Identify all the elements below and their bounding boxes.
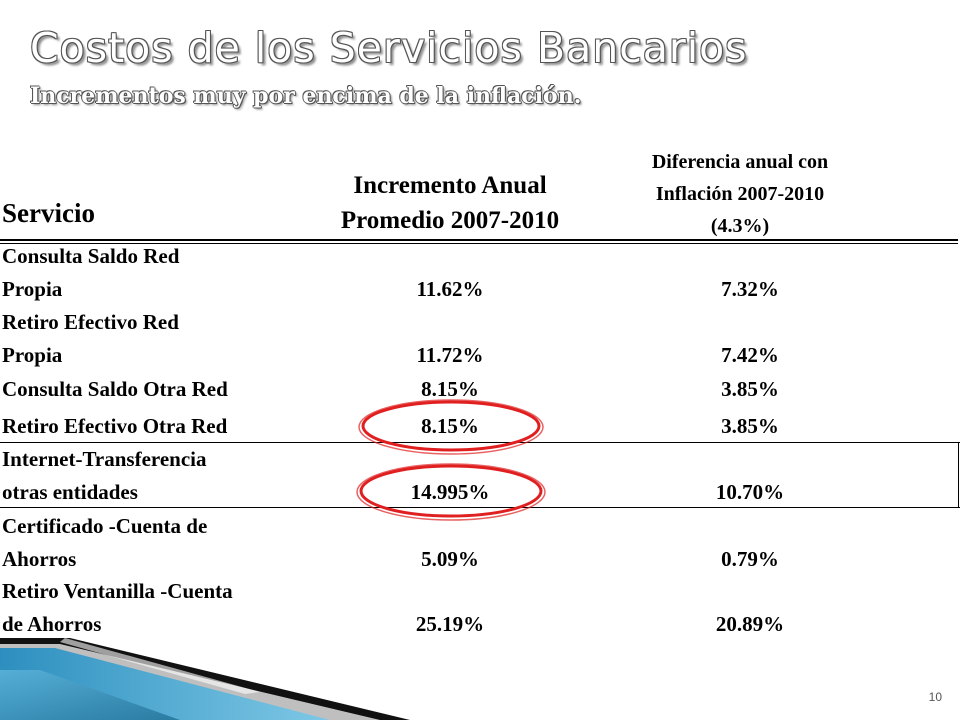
row-service: Certificado -Cuenta de Ahorros — [2, 510, 302, 576]
row-box-right — [958, 442, 959, 508]
row-service-line1: Retiro Efectivo Red — [2, 310, 179, 334]
corner-shape-white — [60, 638, 260, 694]
row-service: Consulta Saldo Otra Red — [2, 373, 302, 406]
row-difference: 3.85% — [721, 377, 779, 401]
header-difference-line3: (4.3%) — [710, 215, 770, 237]
row-difference: 20.89% — [715, 612, 785, 636]
row-service-line1: Consulta Saldo Red — [2, 244, 180, 268]
row-service-line1: Consulta Saldo Otra Red — [2, 377, 228, 401]
slide-title: Costos de los Servicios Bancarios — [30, 24, 748, 72]
row-increment: 8.15% — [421, 377, 479, 401]
row-service: Retiro Ventanilla -Cuenta de Ahorros — [2, 575, 302, 641]
header-divider-second — [0, 243, 958, 244]
row-service-line2: Propia — [2, 343, 63, 367]
row-difference: 0.79% — [721, 547, 779, 571]
row-difference: 10.70% — [715, 480, 785, 504]
corner-decoration — [0, 638, 410, 720]
row-service-line1: Retiro Efectivo Otra Red — [2, 414, 228, 438]
row-service: Retiro Efectivo Red Propia — [2, 306, 302, 372]
header-difference-line1: Diferencia anual con — [651, 151, 829, 173]
row-increment: 14.995% — [410, 480, 490, 504]
row-increment: 11.62% — [416, 277, 484, 301]
corner-shape-blue-light — [0, 670, 180, 720]
row-increment: 5.09% — [421, 547, 479, 571]
row-service: Internet-Transferencia otras entidades — [2, 443, 302, 509]
header-increment: Incremento Anual Promedio 2007-2010 — [300, 168, 600, 238]
row-service-line2: otras entidades — [2, 480, 138, 504]
row-service: Consulta Saldo Red Propia — [2, 240, 302, 306]
row-difference: 7.42% — [721, 343, 779, 367]
header-service: Servicio — [2, 198, 95, 228]
row-increment: 8.15% — [421, 414, 479, 438]
header-difference: Diferencia anual con Inflación 2007-2010… — [600, 146, 880, 242]
page-number: 10 — [928, 690, 942, 704]
row-increment: 25.19% — [415, 612, 485, 636]
row-service-line2: Ahorros — [2, 547, 77, 571]
row-increment: 11.72% — [416, 343, 484, 367]
header-difference-line2: Inflación 2007-2010 — [655, 183, 825, 205]
row-service-line2: de Ahorros — [2, 612, 102, 636]
header-increment-line2: Promedio 2007-2010 — [340, 207, 560, 234]
row-difference: 3.85% — [721, 414, 779, 438]
slide-subtitle: Incrementos muy por encima de la inflaci… — [30, 83, 582, 109]
row-service-line1: Internet-Transferencia — [2, 447, 207, 471]
row-service-line1: Retiro Ventanilla -Cuenta — [2, 579, 233, 603]
header-divider — [0, 239, 958, 241]
row-service-line1: Certificado -Cuenta de — [2, 514, 208, 538]
row-service-line2: Propia — [2, 277, 63, 301]
header-increment-line1: Incremento Anual — [353, 172, 547, 199]
row-service: Retiro Efectivo Otra Red — [2, 410, 302, 443]
row-difference: 7.32% — [721, 277, 779, 301]
